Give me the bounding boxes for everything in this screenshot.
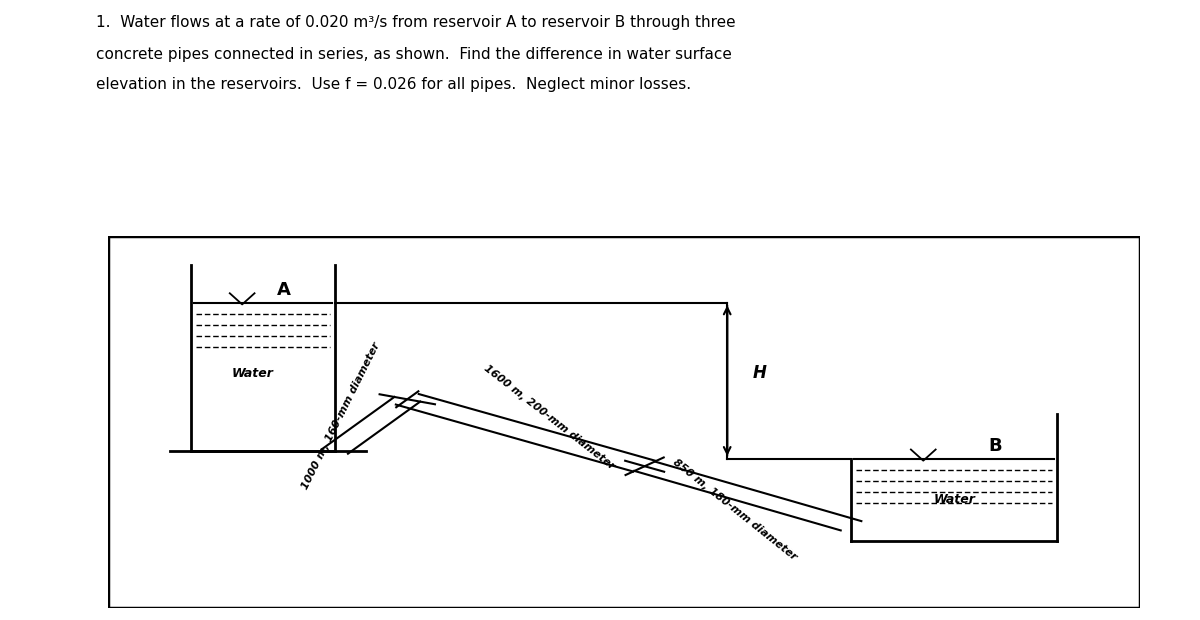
- Text: elevation in the reservoirs.  Use f = 0.026 for all pipes.  Neglect minor losses: elevation in the reservoirs. Use f = 0.0…: [96, 78, 691, 92]
- Text: Water: Water: [232, 367, 274, 380]
- Text: B: B: [989, 436, 1002, 455]
- Text: 1600 m, 200-mm diameter: 1600 m, 200-mm diameter: [482, 363, 617, 472]
- Text: A: A: [276, 280, 290, 299]
- Text: concrete pipes connected in series, as shown.  Find the difference in water surf: concrete pipes connected in series, as s…: [96, 46, 732, 61]
- Text: 1.  Water flows at a rate of 0.020 m³/s from reservoir A to reservoir B through : 1. Water flows at a rate of 0.020 m³/s f…: [96, 16, 736, 30]
- Text: Water: Water: [934, 494, 976, 507]
- Text: 850 m, 180-mm diameter: 850 m, 180-mm diameter: [671, 457, 798, 562]
- Text: H: H: [754, 364, 767, 383]
- Text: 1000 m, 160-mm diameter: 1000 m, 160-mm diameter: [300, 340, 382, 491]
